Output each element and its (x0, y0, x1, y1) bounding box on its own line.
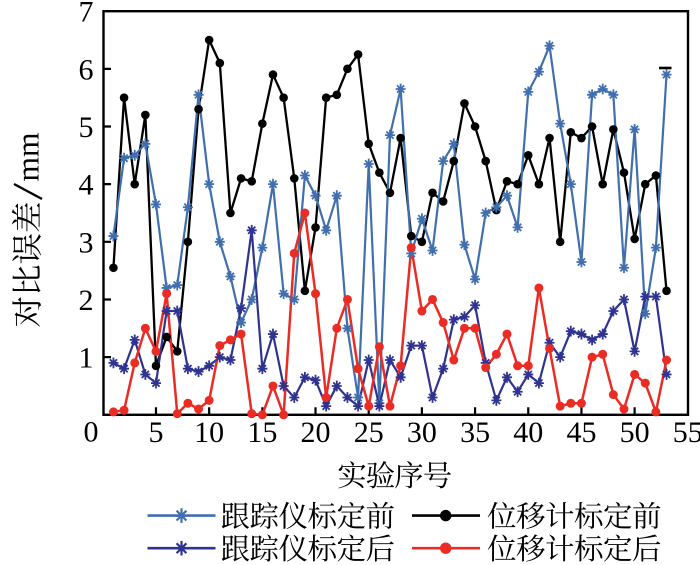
svg-text:45: 45 (566, 416, 596, 449)
svg-text:40: 40 (513, 416, 543, 449)
svg-text:7: 7 (79, 0, 94, 29)
svg-text:10: 10 (194, 416, 224, 449)
svg-text:3: 3 (79, 226, 94, 259)
svg-text:50: 50 (620, 416, 650, 449)
svg-text:55: 55 (673, 416, 700, 449)
svg-text:1: 1 (79, 342, 94, 375)
svg-text:0: 0 (84, 416, 99, 449)
svg-text:15: 15 (247, 416, 277, 449)
svg-text:4: 4 (79, 169, 94, 202)
svg-text:mm: mm (11, 132, 46, 182)
svg-text:2: 2 (79, 284, 94, 317)
svg-text:5: 5 (79, 111, 94, 144)
svg-text:35: 35 (460, 416, 490, 449)
svg-text:30: 30 (407, 416, 437, 449)
svg-text:5: 5 (148, 416, 163, 449)
svg-text:25: 25 (354, 416, 384, 449)
svg-text:6: 6 (79, 53, 94, 86)
svg-text:20: 20 (301, 416, 331, 449)
